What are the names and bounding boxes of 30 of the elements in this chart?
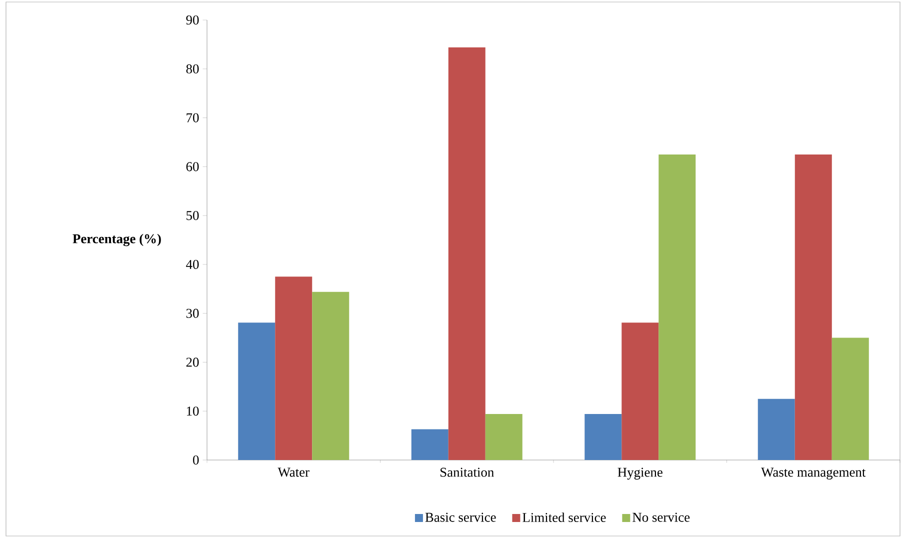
bar: [238, 322, 276, 460]
y-tick-label: 60: [186, 162, 199, 172]
y-tick-label: 90: [186, 15, 199, 25]
y-tick-label: 10: [186, 406, 199, 416]
y-axis-title: Percentage (%): [72, 234, 161, 246]
legend-label: No service: [632, 512, 690, 522]
x-tick-label: Water: [278, 468, 310, 477]
bar: [584, 414, 622, 460]
y-tick-label: 50: [186, 211, 199, 220]
legend-label: Basic service: [425, 512, 496, 522]
bar: [758, 398, 795, 460]
bar: [794, 154, 832, 460]
x-tick-label: Hygiene: [618, 468, 662, 480]
legend-label: Limited service: [522, 512, 606, 522]
bar: [448, 47, 486, 460]
y-tick-label: 30: [186, 308, 199, 318]
y-tick-label: 40: [186, 260, 199, 269]
y-tick-label: 0: [193, 455, 199, 465]
y-tick-label: 20: [186, 358, 199, 367]
bar: [658, 154, 696, 460]
bar: [485, 414, 522, 460]
bar: [622, 322, 659, 460]
bar: [411, 429, 448, 460]
y-tick-label: 80: [186, 64, 199, 74]
bar: [275, 276, 312, 460]
bar: [832, 338, 869, 460]
x-tick-label: Waste management: [761, 468, 866, 480]
bar: [312, 292, 350, 460]
y-tick-label: 70: [186, 113, 199, 122]
x-tick-label: Sanitation: [440, 468, 494, 477]
